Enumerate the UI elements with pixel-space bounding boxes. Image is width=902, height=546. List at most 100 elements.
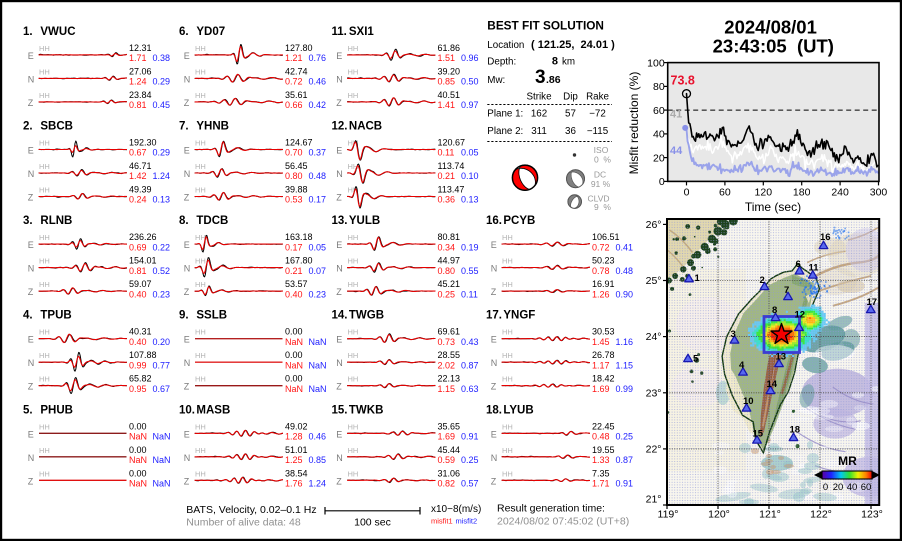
svg-text:N: N [28, 453, 35, 463]
svg-text:misfit2: misfit2 [456, 517, 478, 526]
svg-text:0.11: 0.11 [461, 289, 478, 299]
svg-text:Rake: Rake [586, 92, 609, 103]
svg-text:40: 40 [847, 482, 858, 493]
svg-text:HH: HH [348, 44, 359, 53]
svg-text:0.72: 0.72 [285, 77, 303, 87]
svg-text:N: N [28, 169, 35, 179]
svg-text:N: N [336, 264, 343, 274]
svg-text:0.41: 0.41 [616, 242, 634, 252]
svg-text:N: N [184, 453, 191, 463]
svg-text:2024/08/02 07:45:02 (UT+8): 2024/08/02 07:45:02 (UT+8) [497, 516, 629, 528]
svg-text:24°: 24° [646, 331, 662, 343]
svg-text:E: E [336, 240, 342, 250]
svg-text:TPUB: TPUB [40, 310, 71, 322]
svg-text:7: 7 [784, 285, 789, 296]
svg-text:0.29: 0.29 [153, 148, 171, 158]
svg-text:Z: Z [184, 476, 190, 486]
svg-text:CLVD: CLVD [587, 194, 609, 204]
svg-text:0.82: 0.82 [438, 479, 456, 489]
svg-text:40: 40 [653, 129, 665, 141]
svg-text:N: N [491, 453, 498, 463]
svg-text:119°: 119° [658, 509, 679, 521]
svg-text:80.81: 80.81 [438, 232, 461, 242]
svg-text:.86: .86 [546, 74, 561, 86]
svg-text:30.53: 30.53 [592, 327, 615, 337]
svg-text:35.65: 35.65 [438, 421, 461, 431]
svg-text:163.18: 163.18 [285, 232, 313, 242]
svg-text:NaN: NaN [309, 384, 327, 394]
svg-text:Z: Z [336, 98, 342, 108]
svg-text:3.: 3. [23, 215, 33, 227]
svg-text:HH: HH [348, 280, 359, 289]
svg-text:E: E [491, 335, 497, 345]
svg-text:16.91: 16.91 [592, 279, 615, 289]
svg-text:0.87: 0.87 [616, 455, 634, 465]
svg-text:HH: HH [195, 139, 206, 148]
svg-text:E: E [336, 335, 342, 345]
svg-text:0.97: 0.97 [461, 100, 479, 110]
svg-text:YHNB: YHNB [196, 121, 229, 133]
svg-text:44: 44 [670, 145, 683, 157]
svg-text:E: E [336, 146, 342, 156]
svg-text:NaN: NaN [285, 337, 303, 347]
svg-text:Mw:: Mw: [487, 75, 505, 86]
svg-text:8: 8 [552, 56, 558, 68]
svg-text:23°: 23° [646, 387, 662, 399]
svg-text:20: 20 [833, 482, 844, 493]
svg-text:MR: MR [838, 454, 857, 468]
svg-text:10.: 10. [179, 404, 195, 416]
svg-text:SSLB: SSLB [196, 310, 227, 322]
svg-text:0.13: 0.13 [153, 195, 171, 205]
svg-text:−72: −72 [589, 109, 606, 120]
svg-text:1.24: 1.24 [129, 77, 147, 87]
svg-text:HH: HH [39, 91, 50, 100]
svg-text:15.: 15. [332, 404, 348, 416]
svg-text:36: 36 [565, 126, 576, 137]
svg-text:0.05: 0.05 [461, 148, 479, 158]
svg-text:NaN: NaN [153, 432, 171, 442]
svg-text:0: 0 [684, 186, 690, 198]
svg-text:0.37: 0.37 [309, 148, 327, 158]
svg-text:N: N [184, 264, 191, 274]
svg-text:E: E [28, 146, 34, 156]
svg-text:8.: 8. [179, 215, 189, 227]
svg-text:0.07: 0.07 [309, 266, 327, 276]
svg-text:22°: 22° [646, 443, 662, 455]
svg-text:6: 6 [796, 259, 801, 270]
svg-text:N: N [28, 358, 35, 368]
svg-text:BATS, Velocity, 0.02–0.1 Hz: BATS, Velocity, 0.02–0.1 Hz [186, 504, 316, 516]
svg-text:7.35: 7.35 [592, 468, 610, 478]
svg-text:Z: Z [491, 476, 497, 486]
svg-text:E: E [491, 240, 497, 250]
svg-text:1.: 1. [23, 26, 33, 38]
svg-text:Z: Z [491, 287, 497, 297]
svg-text:HH: HH [195, 375, 206, 384]
svg-text:0.87: 0.87 [461, 360, 479, 370]
svg-text:40.31: 40.31 [129, 327, 152, 337]
svg-text:1.76: 1.76 [285, 479, 303, 489]
svg-text:0.95: 0.95 [129, 384, 147, 394]
svg-text:HH: HH [195, 233, 206, 242]
svg-text:0.67: 0.67 [129, 148, 147, 158]
svg-text:HH: HH [348, 351, 359, 360]
svg-text:4.: 4. [23, 310, 33, 322]
svg-text:HH: HH [39, 469, 50, 478]
svg-text:Time (sec): Time (sec) [745, 200, 801, 214]
svg-text:167.80: 167.80 [285, 256, 313, 266]
svg-text:1.25: 1.25 [285, 455, 303, 465]
svg-text:HH: HH [195, 91, 206, 100]
svg-text:0.23: 0.23 [153, 289, 171, 299]
svg-text:8: 8 [772, 305, 777, 316]
svg-text:HH: HH [39, 446, 50, 455]
svg-text:HH: HH [195, 67, 206, 76]
svg-text:0.24: 0.24 [129, 195, 147, 205]
svg-text:0.25: 0.25 [616, 432, 634, 442]
svg-text:0.21: 0.21 [285, 266, 303, 276]
svg-text:Z: Z [28, 193, 34, 203]
svg-text:1.71: 1.71 [129, 53, 147, 63]
svg-text:HH: HH [39, 328, 50, 337]
svg-text:0: 0 [823, 482, 828, 493]
svg-text:YNGF: YNGF [503, 310, 535, 322]
svg-text:0.23: 0.23 [309, 289, 327, 299]
svg-text:5: 5 [693, 354, 699, 365]
